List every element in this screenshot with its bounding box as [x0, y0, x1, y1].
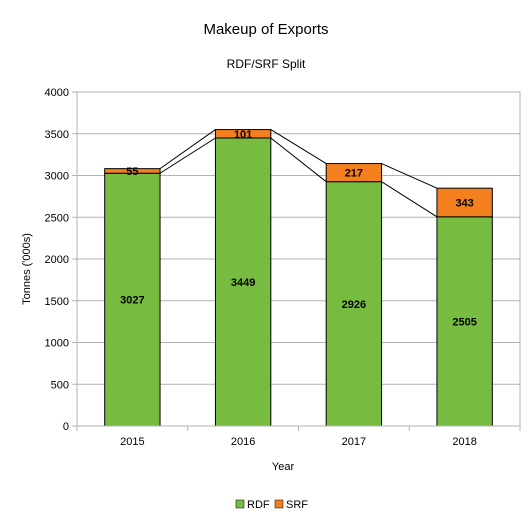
bars	[104, 129, 493, 427]
y-tick-label: 1500	[45, 296, 69, 308]
data-labels: 3027 55 3449 101 2926 217 2505 343	[120, 129, 477, 329]
plot-area-border	[76, 91, 521, 427]
chart-title: Makeup of Exports	[203, 21, 328, 38]
y-axis-label: Tonnes ('000s)	[21, 233, 33, 305]
x-axis-label: Year	[272, 461, 295, 473]
y-tick-label: 4000	[45, 87, 69, 99]
series-line-srf	[159, 129, 216, 170]
data-label-rdf-2016: 3449	[231, 277, 255, 289]
bar-rdf-2018	[436, 216, 493, 427]
x-tick-labels: 2015 2016 2017 2018	[120, 436, 477, 448]
x-tick-label: 2015	[120, 436, 144, 448]
legend-label-rdf: RDF	[247, 499, 270, 511]
data-label-rdf-2018: 2505	[452, 316, 476, 328]
series-line-srf	[381, 163, 438, 189]
y-tick-label: 1000	[45, 338, 69, 350]
y-tick-label: 2000	[45, 254, 69, 266]
legend-swatch-rdf	[235, 499, 245, 509]
data-label-srf-2018: 343	[455, 198, 473, 210]
x-tick-label: 2016	[231, 436, 255, 448]
legend: RDF SRF	[235, 499, 308, 511]
data-label-srf-2016: 101	[234, 129, 252, 141]
bar-srf-2015	[104, 168, 161, 174]
y-tick-label: 2500	[45, 212, 69, 224]
series-lines	[159, 129, 438, 218]
bar-srf-2017	[325, 163, 383, 183]
bar-srf-2016	[214, 129, 272, 139]
series-line-rdf	[159, 137, 216, 174]
series-line-srf	[270, 129, 327, 164]
bar-rdf-2016	[214, 137, 272, 427]
data-label-srf-2017: 217	[345, 168, 363, 180]
y-tick-label: 500	[51, 379, 69, 391]
chart-subtitle: RDF/SRF Split	[227, 57, 306, 71]
legend-label-srf: SRF	[286, 499, 308, 511]
legend-swatch-srf	[274, 499, 284, 509]
data-label-rdf-2015: 3027	[120, 295, 144, 307]
bar-rdf-2015	[104, 172, 161, 427]
y-tick-label: 0	[63, 421, 69, 433]
data-label-rdf-2017: 2926	[342, 299, 366, 311]
y-tick-label: 3500	[45, 129, 69, 141]
y-tick-label: 3000	[45, 171, 69, 183]
bar-srf-2018	[436, 187, 493, 218]
series-line-rdf	[381, 181, 438, 218]
y-tick-labels: 0 500 1000 1500 2000 2500 3000 3500 4000	[45, 87, 69, 433]
x-tick-label: 2018	[452, 436, 476, 448]
x-tick-label: 2017	[342, 436, 366, 448]
data-label-srf-2015: 55	[126, 166, 138, 178]
series-line-rdf	[270, 137, 327, 183]
